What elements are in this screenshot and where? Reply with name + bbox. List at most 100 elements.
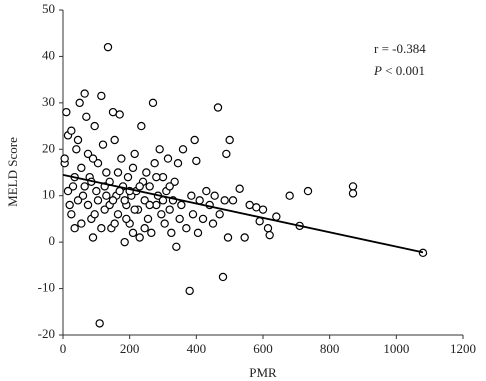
scatter-point <box>223 233 233 242</box>
scatter-point <box>88 154 98 163</box>
scatter-point <box>103 42 113 52</box>
scatter-point <box>135 233 144 242</box>
scatter-point <box>62 107 71 117</box>
annotation-r: r = -0.384 <box>374 41 426 56</box>
scatter-point <box>92 186 101 196</box>
scatter-point <box>98 140 108 149</box>
scatter-point <box>348 182 358 191</box>
scatter-point <box>60 154 69 163</box>
scatter-point <box>143 214 153 224</box>
scatter-point <box>137 121 146 131</box>
scatter-point <box>215 210 224 219</box>
scatter-point <box>100 205 109 214</box>
scatter-point <box>83 200 93 210</box>
scatter-point <box>65 200 74 210</box>
scatter-point <box>130 205 139 214</box>
scatter-point <box>218 272 228 282</box>
scatter-point <box>97 224 106 233</box>
x-tick-label: 800 <box>320 341 340 356</box>
scatter-point <box>187 191 196 200</box>
y-tick-label: 50 <box>42 1 55 16</box>
scatter-point <box>115 186 124 196</box>
scatter-point <box>172 242 181 251</box>
scatter-point <box>208 219 218 228</box>
y-tick-label: 40 <box>42 47 55 62</box>
scatter-point <box>165 182 174 191</box>
scatter-point <box>140 196 149 205</box>
scatter-point <box>115 110 124 119</box>
scatter-point <box>145 182 154 191</box>
scatter-point <box>63 186 73 196</box>
scatter-point <box>88 233 98 242</box>
scatter-point <box>145 200 154 210</box>
scatter-point <box>102 168 111 177</box>
scatter-point <box>175 214 184 224</box>
y-tick-label: -10 <box>38 280 55 295</box>
scatter-point <box>123 172 133 182</box>
scatter-point <box>142 168 151 177</box>
scatter-point <box>75 98 84 108</box>
scatter-point <box>113 210 123 219</box>
scatter-point <box>73 196 83 205</box>
scatter-point <box>240 233 249 242</box>
scatter-point <box>117 154 126 163</box>
scatter-point <box>78 191 88 200</box>
y-axis-label: MELD Score <box>5 137 20 207</box>
scatter-point <box>158 196 168 205</box>
scatter-point <box>202 186 211 196</box>
scatter-point <box>193 228 203 238</box>
scatter-point <box>147 228 156 238</box>
scatter-point <box>303 186 313 196</box>
scatter-point <box>122 214 131 224</box>
scatter-point <box>220 196 229 205</box>
scatter-point <box>185 286 194 296</box>
scatter-point <box>258 205 268 214</box>
scatter-point <box>148 98 158 108</box>
scatter-point <box>150 159 159 168</box>
scatter-point <box>135 182 144 191</box>
y-tick-label: 30 <box>42 94 55 109</box>
scatter-point <box>90 121 99 131</box>
scatter-point <box>285 191 294 200</box>
scatter-point <box>265 230 274 240</box>
scatter-point <box>235 184 244 193</box>
annotation-p: P < 0.001 <box>373 63 425 78</box>
scatter-point <box>83 149 93 159</box>
scatter-point <box>110 219 119 228</box>
scatter-point <box>113 168 123 177</box>
scatter-point <box>70 224 79 233</box>
p-symbol: P <box>373 63 382 78</box>
scatter-point <box>255 217 264 226</box>
scatter-point <box>157 210 166 219</box>
scatter-point <box>272 212 281 221</box>
scatter-point <box>225 135 234 145</box>
scatter-point <box>120 237 129 247</box>
scatter-point <box>192 156 201 166</box>
y-tick-label: 0 <box>49 233 56 248</box>
scatter-point <box>120 196 129 205</box>
scatter-point <box>77 219 86 228</box>
y-tick-label: 10 <box>42 187 55 202</box>
scatter-point <box>77 163 86 173</box>
scatter-point <box>130 149 139 159</box>
scatter-point <box>67 210 76 219</box>
scatter-point <box>210 191 219 200</box>
scatter-point <box>155 145 164 154</box>
scatter-point <box>228 196 238 205</box>
scatter-point <box>188 210 198 219</box>
x-axis-label: PMR <box>249 365 277 380</box>
scatter-point <box>72 145 81 154</box>
trend-line <box>62 173 424 254</box>
scatter-point <box>170 177 179 186</box>
p-text: < 0.001 <box>385 63 425 78</box>
x-tick-label: 1000 <box>383 341 409 356</box>
scatter-point <box>82 112 91 121</box>
scatter-point <box>418 248 428 258</box>
scatter-point <box>93 159 103 168</box>
scatter-point <box>160 219 169 228</box>
scatter-point <box>213 103 223 112</box>
scatter-point <box>110 135 119 145</box>
scatter-point <box>67 126 76 135</box>
scatter-point <box>80 182 89 191</box>
